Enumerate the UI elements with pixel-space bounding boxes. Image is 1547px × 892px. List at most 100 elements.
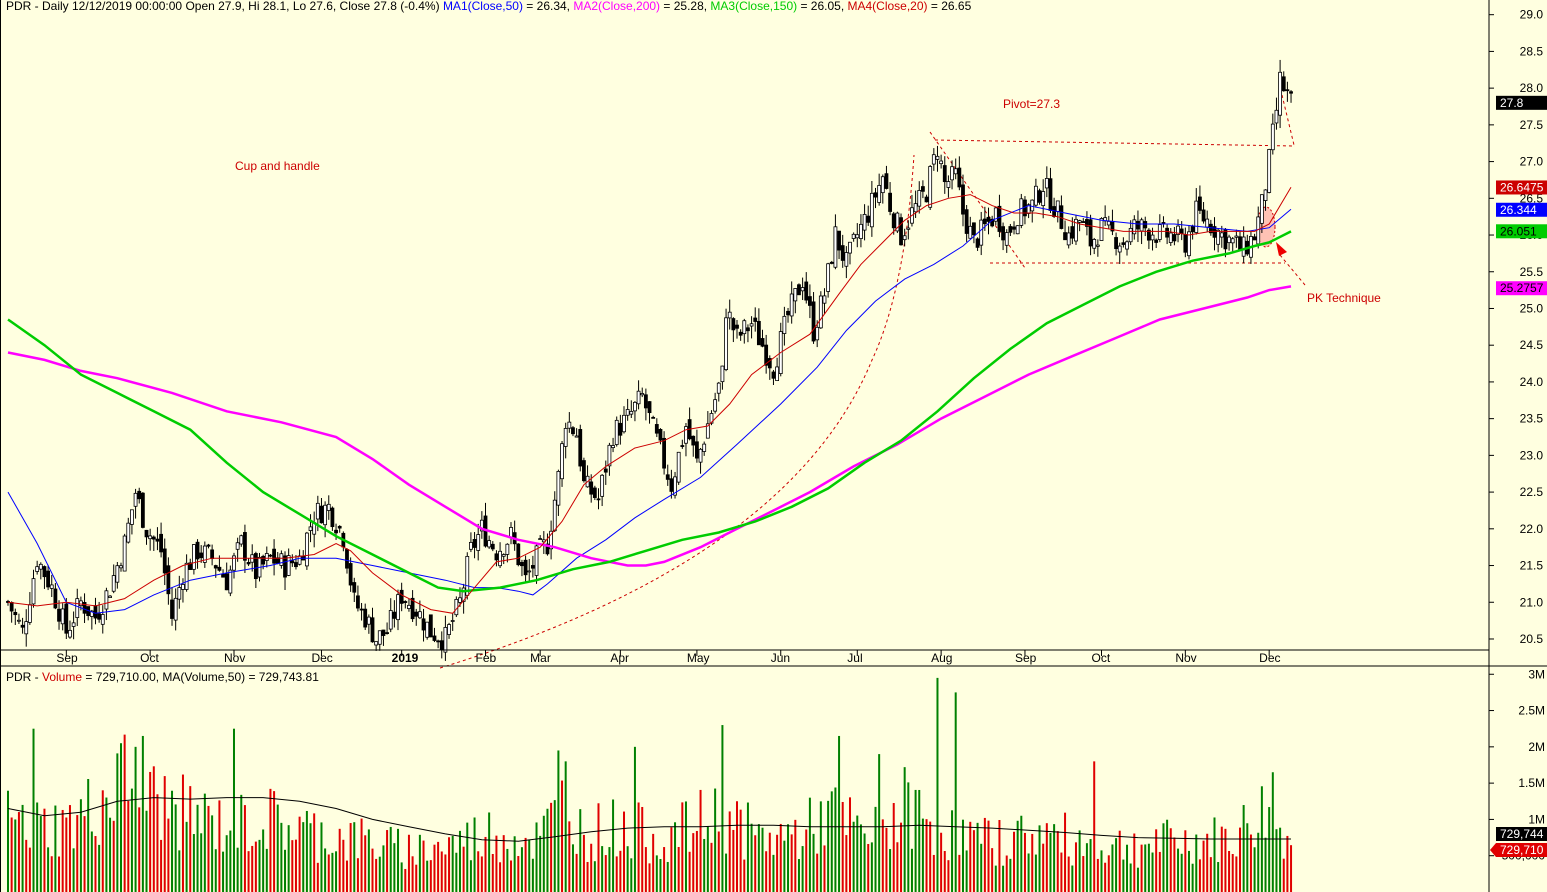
volume-bar (415, 864, 418, 892)
volume-bar (739, 809, 742, 892)
candle (1176, 219, 1180, 243)
candle-body (891, 213, 896, 229)
candle (840, 234, 845, 268)
candle-body (563, 428, 568, 447)
candle (1263, 189, 1268, 211)
candle-body (1004, 232, 1009, 246)
header-segment-2: = 729,710.00, MA(Volume,50) = 729,743.81 (82, 670, 319, 684)
candle-body (1081, 221, 1086, 223)
volume-bar (1239, 827, 1242, 892)
candle-body (727, 311, 732, 319)
price-panel[interactable]: Cup and handle Pivot=27.3 PK Technique 2… (6, 0, 1547, 669)
volume-tick-label: 1.5M (1518, 776, 1545, 790)
candle (862, 204, 867, 241)
candle-body (1037, 190, 1042, 203)
candle (443, 615, 448, 661)
candle (1099, 217, 1104, 241)
candle-body (1146, 229, 1151, 241)
candle (833, 214, 838, 270)
volume-bar (94, 836, 97, 892)
volume-bar (367, 829, 370, 892)
volume-bar (105, 797, 108, 892)
volume-bar (123, 734, 126, 892)
price-tick-label: 20.5 (1520, 632, 1544, 646)
candle-body (334, 529, 338, 534)
volume-bar (652, 833, 655, 892)
candle (1252, 233, 1257, 241)
volume-bar (819, 801, 822, 892)
candle (126, 517, 131, 544)
candle (407, 598, 411, 612)
price-tag-box (1496, 180, 1547, 195)
candle-body (133, 492, 138, 507)
candle (647, 401, 652, 424)
candle-body (1055, 200, 1060, 212)
price-tick-label: 29.0 (1520, 8, 1544, 22)
candle-body (527, 570, 532, 573)
candle (884, 165, 889, 190)
candle (782, 306, 787, 346)
candle (115, 561, 120, 589)
candle-body (283, 555, 287, 578)
candle (31, 569, 36, 608)
annotation-pivot: Pivot=27.3 (1003, 97, 1060, 111)
candle-body (997, 205, 1002, 232)
candle-body (950, 166, 954, 181)
candle-body (202, 545, 207, 563)
volume-bar (393, 843, 396, 892)
volume-bar (17, 812, 20, 892)
candle (1015, 225, 1020, 235)
volume-tag-box (1496, 827, 1547, 841)
date-tick-label: Feb (475, 651, 496, 665)
candle (1259, 194, 1264, 234)
volume-bar (47, 847, 50, 892)
volume-bar (258, 839, 261, 892)
volume-bar (761, 827, 764, 892)
candle (1030, 199, 1035, 223)
candle-body (213, 565, 218, 569)
volume-bar (495, 835, 498, 892)
volume-bar (480, 856, 483, 892)
candle-body (75, 598, 80, 618)
volume-bar (477, 851, 480, 892)
candle (122, 533, 127, 572)
volume-bar (192, 834, 195, 892)
candle (607, 442, 612, 476)
volume-bar (484, 836, 487, 892)
candle (611, 437, 615, 453)
volume-bar (203, 793, 206, 892)
candle (643, 388, 648, 421)
volume-bar (342, 839, 345, 892)
price-tag-text: 26.344 (1500, 203, 1537, 217)
volume-bar (710, 842, 713, 892)
candle-body (181, 584, 185, 590)
candle-body (618, 422, 623, 436)
volume-bar (878, 754, 881, 892)
volume-bar (1271, 772, 1274, 892)
candle (286, 548, 291, 577)
volume-bar (998, 819, 1001, 892)
volume-bar (211, 815, 214, 892)
candle-body (578, 429, 583, 467)
volume-bar (732, 829, 735, 892)
candle-body (560, 443, 564, 480)
volume-bar (284, 849, 287, 892)
volume-bar (754, 835, 757, 892)
volume-bar (965, 850, 968, 892)
volume-bar (674, 822, 677, 892)
price-tag: 26.051 (1496, 224, 1547, 239)
volume-bar (681, 802, 684, 892)
candle (148, 528, 153, 551)
candle-body (1117, 245, 1122, 253)
volume-bar (881, 819, 884, 892)
price-tag-text: 25.2757 (1500, 281, 1544, 295)
candle-body (1267, 149, 1272, 193)
volume-bar (214, 849, 217, 892)
volume-bar (251, 845, 254, 892)
volume-bar (1257, 832, 1260, 892)
volume-bar (940, 832, 943, 892)
volume-bar (808, 797, 811, 892)
candle-body (742, 320, 747, 335)
